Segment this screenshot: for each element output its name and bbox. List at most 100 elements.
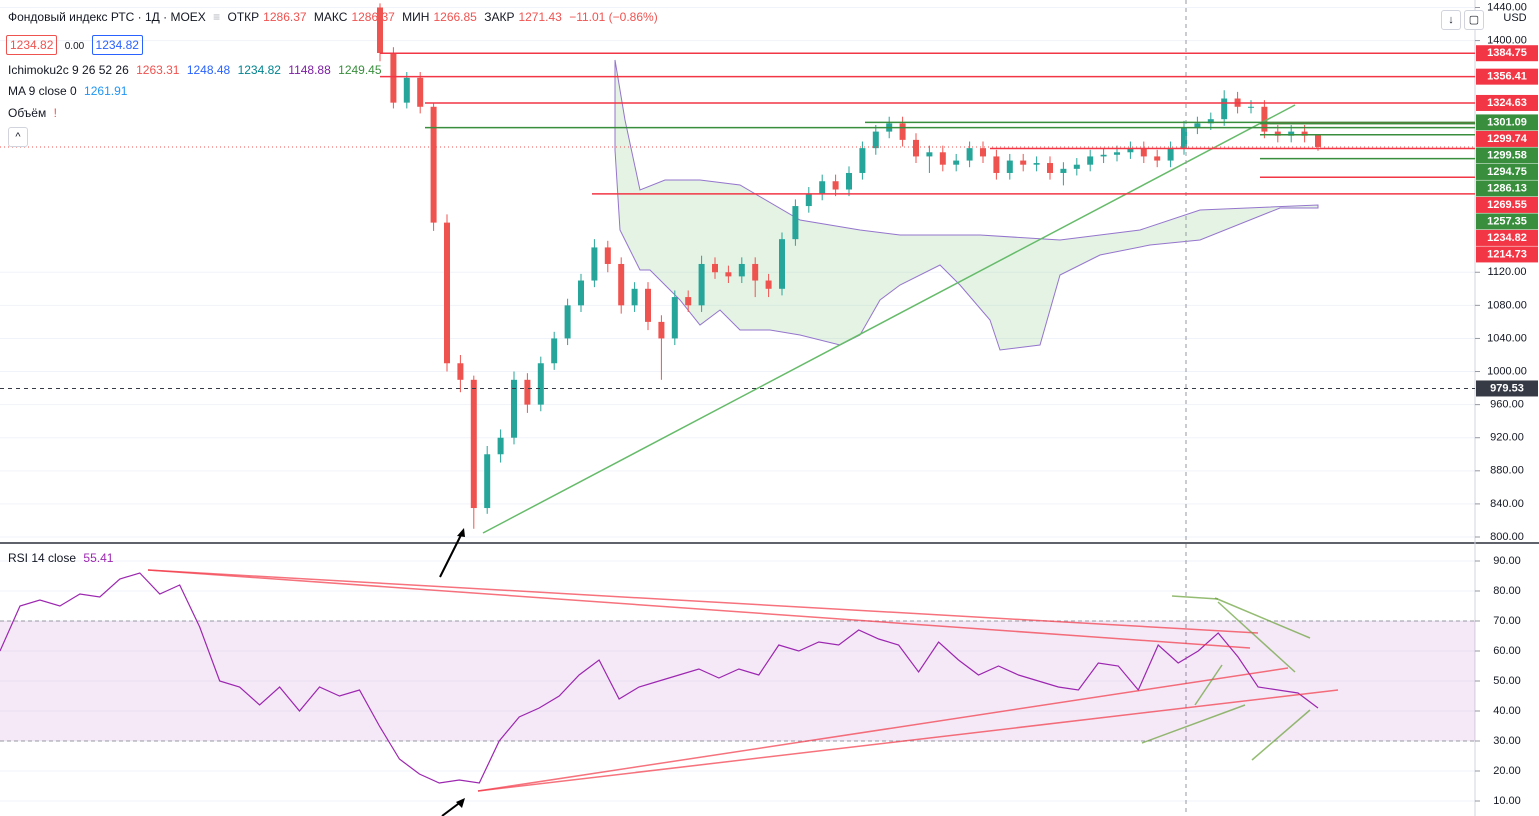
y-tick-label: 30.00 bbox=[1493, 735, 1521, 747]
candle-body bbox=[1274, 131, 1281, 136]
candle-body bbox=[377, 7, 383, 54]
candle-body bbox=[1114, 152, 1120, 155]
ichimoku-value: 1249.45 bbox=[338, 63, 382, 77]
level-label-bg bbox=[1476, 130, 1538, 147]
high-label: МАКС bbox=[313, 10, 348, 24]
candle-body bbox=[1221, 98, 1228, 120]
ichimoku-value: 1263.31 bbox=[136, 63, 180, 77]
candle-body bbox=[484, 454, 491, 509]
candle-body bbox=[403, 77, 410, 103]
candle-body bbox=[1181, 127, 1187, 149]
level-label-bg bbox=[1476, 180, 1538, 197]
y-tick-label: 920.00 bbox=[1490, 432, 1524, 444]
ichimoku-value: 1248.48 bbox=[186, 63, 231, 77]
low: 1266.85 bbox=[433, 10, 477, 24]
y-tick-label: 800.00 bbox=[1490, 531, 1524, 543]
candle-body bbox=[832, 181, 839, 190]
candle-body bbox=[497, 437, 504, 455]
level-label: 1269.55 bbox=[1487, 199, 1527, 211]
level-label-bg bbox=[1476, 45, 1538, 62]
ichimoku-legend: Ichimoku2c 9 26 52 26 1263.31 1248.48 12… bbox=[8, 63, 386, 77]
y-tick-label: 1440.00 bbox=[1487, 1, 1527, 13]
candle-body bbox=[725, 272, 732, 277]
candle-body bbox=[846, 172, 852, 190]
candle-body bbox=[537, 363, 544, 405]
level-label: 1294.75 bbox=[1487, 166, 1527, 178]
ichimoku-name: Ichimoku2c 9 26 52 26 bbox=[8, 63, 129, 77]
open: 1286.37 bbox=[263, 10, 307, 24]
high: 1286.37 bbox=[351, 10, 395, 24]
candle-body bbox=[658, 321, 665, 339]
candle-body bbox=[899, 123, 906, 140]
level-label: 979.53 bbox=[1490, 382, 1524, 394]
candle-body bbox=[980, 148, 986, 157]
candle-body bbox=[578, 280, 584, 306]
level-label-bg bbox=[1476, 94, 1538, 111]
candle-body bbox=[511, 379, 517, 438]
candle-body bbox=[417, 77, 424, 107]
rsi-value: 55.41 bbox=[83, 551, 114, 565]
candle-body bbox=[671, 297, 678, 339]
trend-line bbox=[482, 104, 1296, 534]
candle-body bbox=[631, 288, 638, 306]
level-label: 1286.13 bbox=[1487, 182, 1527, 194]
candle-body bbox=[1060, 168, 1067, 173]
level-label-bg bbox=[1476, 163, 1538, 180]
grid bbox=[0, 7, 1475, 802]
candle-body bbox=[1100, 154, 1107, 157]
candle-body bbox=[591, 247, 598, 281]
level-label-bg bbox=[1476, 68, 1538, 85]
ma-name: MA 9 close 0 bbox=[8, 84, 77, 98]
symbol: Фондовый индекс РТС · 1Д · MOEX bbox=[8, 10, 206, 24]
candle-body bbox=[1248, 106, 1254, 108]
candle-body bbox=[712, 263, 718, 273]
change: −11.01 (−0.86%) bbox=[569, 10, 658, 24]
candle-body bbox=[738, 263, 745, 277]
rsi-line bbox=[0, 572, 1319, 784]
close-label: ЗАКР bbox=[484, 10, 515, 24]
volume-legend: Объём ! bbox=[8, 106, 57, 120]
level-label: 1301.09 bbox=[1487, 116, 1527, 128]
level-label: 1299.58 bbox=[1487, 149, 1527, 161]
level-label-bg bbox=[1476, 196, 1538, 213]
y-tick-label: 840.00 bbox=[1490, 498, 1524, 510]
y-tick-label: 1040.00 bbox=[1487, 332, 1527, 344]
level-label: 1299.74 bbox=[1487, 133, 1528, 145]
candle-body bbox=[685, 297, 692, 306]
candle-body bbox=[1301, 131, 1308, 136]
candle-body bbox=[430, 106, 437, 223]
sell-button[interactable]: 1234.82 bbox=[6, 35, 58, 55]
close: 1271.43 bbox=[518, 10, 562, 24]
collapse-button[interactable]: ^ bbox=[8, 127, 28, 147]
candle-body bbox=[698, 263, 705, 306]
candle-body bbox=[457, 363, 464, 380]
y-tick-label: 10.00 bbox=[1493, 795, 1521, 807]
candle-body bbox=[1154, 156, 1161, 161]
rsi-drawings bbox=[147, 528, 1339, 816]
candle-body bbox=[645, 288, 651, 322]
candle-body bbox=[1207, 119, 1214, 124]
level-label-bg bbox=[1476, 246, 1538, 263]
candle-body bbox=[1127, 148, 1134, 153]
candle-body bbox=[1020, 160, 1027, 165]
fullscreen-button[interactable]: ▢ bbox=[1464, 10, 1484, 30]
candle-body bbox=[1140, 148, 1147, 157]
candle-body bbox=[913, 139, 919, 157]
level-label-bg bbox=[1476, 229, 1538, 246]
candle-body bbox=[1006, 160, 1013, 173]
rsi-band bbox=[0, 621, 1475, 741]
candle-body bbox=[551, 338, 558, 364]
y-tick-label: 880.00 bbox=[1490, 465, 1524, 477]
candle-body bbox=[524, 379, 531, 405]
candles bbox=[377, 3, 1321, 529]
level-label: 1384.75 bbox=[1487, 47, 1527, 59]
scroll-button[interactable]: ↓ bbox=[1441, 10, 1461, 30]
candle-body bbox=[1167, 148, 1174, 161]
buy-button[interactable]: 1234.82 bbox=[91, 35, 143, 55]
candle-body bbox=[1033, 163, 1040, 165]
y-tick-label: 50.00 bbox=[1493, 675, 1521, 687]
level-label: 1234.82 bbox=[1487, 232, 1527, 244]
y-tick-label: 60.00 bbox=[1493, 645, 1521, 657]
